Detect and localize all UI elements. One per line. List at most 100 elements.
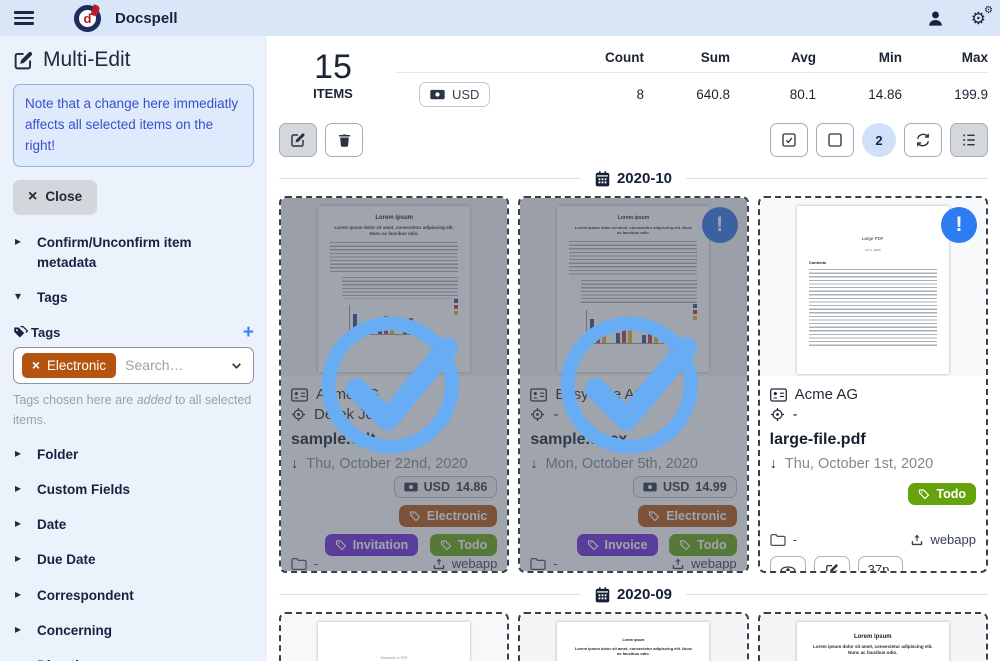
calendar-icon <box>595 170 610 186</box>
view-mode-button[interactable] <box>950 123 988 157</box>
app-title: Docspell <box>115 9 178 27</box>
correspondent-line: Acme AG <box>769 386 976 403</box>
pages-label: 37p. <box>857 556 903 571</box>
sidebar-section-tags[interactable]: ▾ Tags <box>15 289 68 306</box>
crosshair-icon <box>770 407 784 422</box>
item-card-sample-odt[interactable]: Lorem ipsum Lorem ipsum dolor sit amet, … <box>279 196 510 573</box>
caret-right-icon: ▸ <box>15 551 22 566</box>
selected-check-icon <box>561 316 699 454</box>
deselect-all-button[interactable] <box>816 123 854 157</box>
settings-cogs-icon[interactable]: ⚙ ⚙ <box>970 4 993 28</box>
sidebar-section-concerning[interactable]: ▸ Concerning <box>15 621 113 638</box>
stats-table: Count Sum Avg Min Max USD 8 640.8 8 <box>395 46 988 107</box>
sidebar-section-date[interactable]: ▸ Date <box>15 516 67 533</box>
edit-item-button[interactable] <box>813 556 850 571</box>
item-card-large-file-pdf[interactable]: ! Large PDF Oct 1, 2020 Contents Acme AG <box>757 196 988 573</box>
item-preview: Keywords in PDF <box>281 614 508 661</box>
arrow-down-icon: ↓ <box>769 456 777 472</box>
sidebar-section-correspondent[interactable]: ▸ Correspondent <box>15 586 134 603</box>
item-card-stub-2[interactable]: Lorem ipsum Lorem ipsum dolor sit amet, … <box>518 612 749 661</box>
edit-icon <box>825 563 838 571</box>
id-card-icon <box>769 387 787 402</box>
calendar-icon <box>595 586 610 602</box>
currency-badge[interactable]: USD <box>419 82 491 107</box>
tag-badge[interactable]: Todo <box>908 483 976 505</box>
close-button[interactable]: × Close <box>13 179 98 214</box>
multi-edit-sidebar: Multi-Edit Note that a change here immed… <box>0 36 267 661</box>
item-cards-row: Lorem ipsum Lorem ipsum dolor sit amet, … <box>279 196 988 573</box>
stat-col-count: Count <box>605 50 644 65</box>
tag-chip-electronic[interactable]: × Electronic <box>22 352 117 378</box>
caret-down-icon: ▾ <box>15 289 22 304</box>
add-tag-icon[interactable]: + <box>242 321 254 343</box>
item-date: ↓ Thu, October 1st, 2020 <box>769 456 934 472</box>
user-icon[interactable] <box>926 9 945 28</box>
item-preview: ! Large PDF Oct 1, 2020 Contents <box>759 198 986 376</box>
list-icon <box>963 134 975 146</box>
stat-col-avg: Avg <box>790 50 816 65</box>
item-preview: Lorem ipsum Lorem ipsum dolor sit amet, … <box>759 614 986 661</box>
tags-search-input[interactable]: Search… <box>125 357 184 374</box>
upload-icon <box>912 534 923 545</box>
group-header-2020-10: 2020-10 <box>279 170 988 187</box>
concerning-line: - <box>770 406 976 423</box>
invert-selection-button[interactable] <box>904 123 942 157</box>
caret-right-icon: ▸ <box>15 233 22 248</box>
sidebar-section-folder[interactable]: ▸ Folder <box>15 445 79 462</box>
eye-icon <box>779 565 796 571</box>
caret-right-icon: ▸ <box>15 656 25 661</box>
item-list-main: 15 ITEMS Count Sum Avg Min Max USD <box>267 36 1000 661</box>
tag-icon <box>919 489 930 500</box>
caret-right-icon: ▸ <box>15 445 22 460</box>
selection-toolbar: 2 <box>279 123 988 157</box>
money-icon <box>430 89 445 100</box>
chevron-down-icon[interactable] <box>230 359 243 372</box>
selected-check-icon <box>321 316 460 454</box>
selected-overlay <box>520 198 747 571</box>
sidebar-section-due-date[interactable]: ▸ Due Date <box>15 551 96 568</box>
tags-multiselect[interactable]: × Electronic Search… <box>13 346 254 384</box>
items-count-label: ITEMS <box>313 85 353 101</box>
select-all-button[interactable] <box>770 123 808 157</box>
folder-line: - webapp <box>770 532 976 547</box>
selected-overlay <box>281 198 508 571</box>
edit-selected-button[interactable] <box>279 123 317 157</box>
sidebar-section-custom-fields[interactable]: ▸ Custom Fields <box>15 480 131 497</box>
stat-col-max: Max <box>961 50 988 65</box>
caret-right-icon: ▸ <box>15 516 22 531</box>
alert-badge: ! <box>940 207 977 243</box>
trash-icon <box>338 134 350 147</box>
item-card-stub-3[interactable]: Lorem ipsum Lorem ipsum dolor sit amet, … <box>757 612 988 661</box>
item-card-sample-docx[interactable]: ! Lorem ipsum Lorem ipsum dolor sit amet… <box>518 196 749 573</box>
stats-header: 15 ITEMS Count Sum Avg Min Max USD <box>279 46 988 107</box>
stat-col-min: Min <box>878 50 902 65</box>
group-header-2020-09: 2020-09 <box>279 586 988 603</box>
check-square-icon <box>782 133 796 147</box>
menu-icon[interactable] <box>14 11 34 25</box>
sidebar-section-direction[interactable]: ▸Direction <box>15 656 252 661</box>
top-navbar: d Docspell ⚙ ⚙ <box>0 0 1000 36</box>
view-item-button[interactable] <box>769 556 806 571</box>
stat-row-usd: USD 8 640.8 80.1 14.86 199.9 <box>395 73 988 107</box>
items-count: 15 <box>314 48 352 86</box>
item-card-stub-1[interactable]: Keywords in PDF <box>279 612 510 661</box>
note-box: Note that a change here immediatly affec… <box>13 84 254 167</box>
refresh-icon <box>916 133 930 147</box>
tags-help-text: Tags chosen here are added to all select… <box>13 392 252 427</box>
item-cards-row-2: Keywords in PDF Lorem ipsum Lorem ipsum … <box>279 612 988 661</box>
edit-icon <box>14 51 33 69</box>
delete-selected-button[interactable] <box>325 123 363 157</box>
text-lines <box>808 269 937 347</box>
folder-icon <box>770 533 786 546</box>
caret-right-icon: ▸ <box>15 480 22 495</box>
sidebar-section-confirm[interactable]: ▸ Confirm/Unconfirm item metadata <box>15 233 192 271</box>
item-name[interactable]: large-file.pdf <box>769 431 866 448</box>
caret-right-icon: ▸ <box>15 621 22 636</box>
page-title: Multi-Edit <box>13 48 254 72</box>
remove-tag-icon[interactable]: × <box>32 357 40 373</box>
selected-count-badge: 2 <box>862 123 896 157</box>
docspell-logo[interactable]: d <box>74 4 101 32</box>
item-preview: Lorem ipsum Lorem ipsum dolor sit amet, … <box>520 614 747 661</box>
source-label: webapp <box>910 532 976 547</box>
square-icon <box>828 133 842 147</box>
